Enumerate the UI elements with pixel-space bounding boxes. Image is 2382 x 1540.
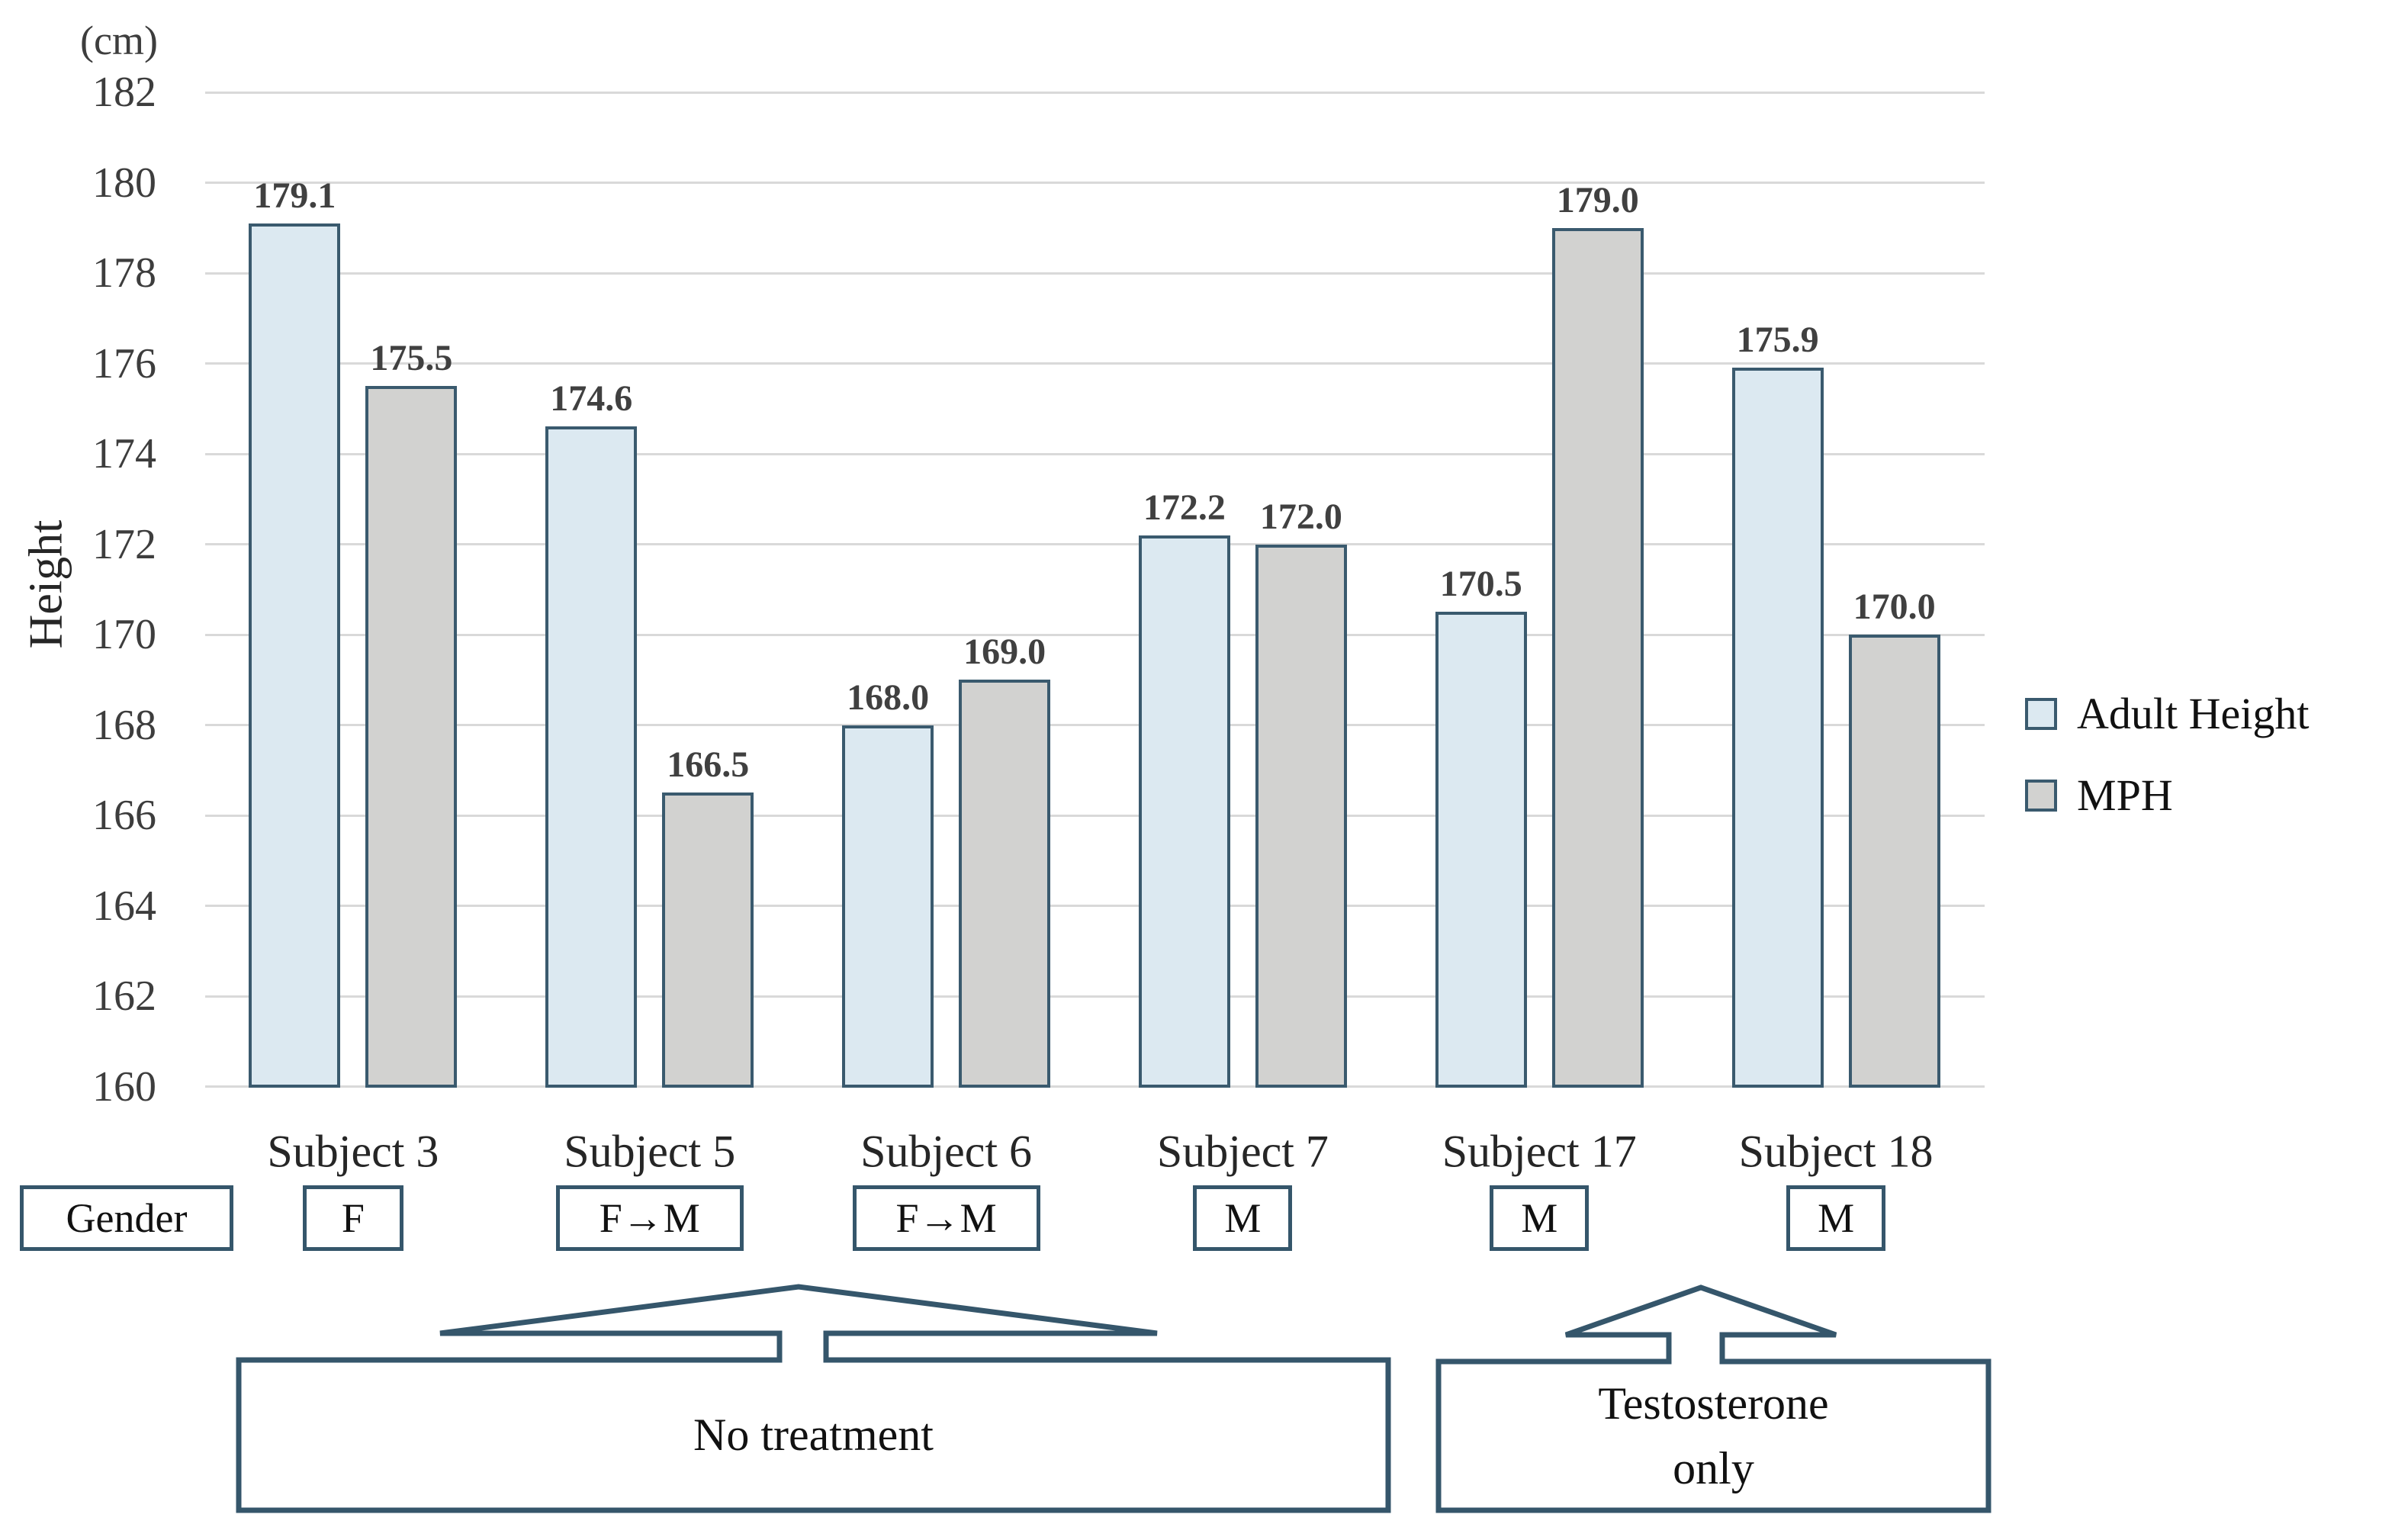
no-treatment-label: No treatment [239,1360,1388,1510]
bar-adult-height-subject-6 [842,725,934,1088]
gender-header-label: Gender [66,1195,188,1241]
gridline-180 [204,182,1985,184]
gridline-182 [204,91,1985,94]
value-label-mph-subject-5: 166.5 [667,744,750,786]
x-label-subject-7: Subject 7 [1156,1126,1329,1177]
gender-header-box: Gender [20,1185,233,1251]
value-label-mph-subject-18: 170.0 [1853,587,1936,627]
gridline-166 [204,814,1985,817]
y-tick-label-162: 162 [92,973,156,1020]
y-tick-label-178: 178 [92,249,156,297]
value-label-adult-height-subject-7: 172.2 [1143,487,1226,528]
gender-box-subject-17: M [1490,1185,1590,1251]
testosterone-label-line2: only [1673,1442,1754,1493]
value-label-adult-height-subject-17: 170.5 [1439,564,1522,605]
y-tick-label-168: 168 [92,701,156,749]
gridline-162 [204,995,1985,998]
testosterone-only-label: Testosterone only [1439,1362,1988,1510]
gridline-176 [204,362,1985,365]
y-tick-label-180: 180 [92,159,156,207]
legend-label-adult-height: Adult Height [2077,689,2310,738]
x-label-subject-18: Subject 18 [1738,1126,1934,1177]
gender-box-subject-18: M [1786,1185,1886,1251]
value-label-adult-height-subject-5: 174.6 [550,378,633,420]
y-tick-label-172: 172 [92,520,156,568]
value-label-adult-height-subject-18: 175.9 [1736,320,1819,361]
y-tick-label-164: 164 [92,882,156,930]
gridline-174 [204,452,1985,455]
testosterone-label-line1: Testosterone [1598,1378,1829,1429]
gender-box-subject-7: M [1193,1185,1293,1251]
bar-mph-subject-5 [662,793,754,1088]
y-axis-unit-label: (cm) [80,18,158,63]
gridline-168 [204,724,1985,726]
legend-item-adult-height: Adult Height [2025,688,2309,739]
y-tick-label-170: 170 [92,611,156,658]
legend: Adult Height MPH [2025,688,2309,851]
bar-adult-height-subject-7 [1138,535,1230,1088]
y-tick-label-176: 176 [92,339,156,387]
value-label-mph-subject-17: 179.0 [1556,179,1639,220]
bar-mph-subject-17 [1551,227,1644,1088]
y-tick-label-166: 166 [92,792,156,839]
bar-adult-height-subject-3 [249,223,341,1088]
bar-adult-height-subject-18 [1731,368,1824,1088]
adult-height-swatch-icon [2025,697,2057,730]
gender-box-subject-5: F→M [555,1185,744,1251]
mph-swatch-icon [2025,779,2057,812]
gridline-164 [204,905,1985,907]
gender-box-subject-3: F [302,1185,403,1251]
gender-box-subject-6: F→M [852,1185,1040,1251]
x-label-subject-3: Subject 3 [267,1126,439,1177]
bar-mph-subject-7 [1255,544,1347,1088]
bar-adult-height-subject-5 [545,426,638,1088]
y-tick-label-182: 182 [92,69,156,116]
legend-label-mph: MPH [2077,770,2173,820]
value-label-mph-subject-6: 169.0 [963,632,1046,673]
bar-mph-subject-18 [1848,635,1940,1088]
testosterone-callout-shape [1435,1284,1991,1513]
no-treatment-label-text: No treatment [693,1410,934,1460]
bar-mph-subject-3 [365,386,458,1088]
y-tick-label-160: 160 [92,1063,156,1111]
gridline-170 [204,633,1985,636]
x-label-subject-6: Subject 6 [860,1126,1033,1177]
value-label-adult-height-subject-6: 168.0 [847,677,930,718]
bar-adult-height-subject-17 [1435,612,1527,1088]
bar-mph-subject-6 [959,680,1051,1088]
x-label-subject-17: Subject 17 [1442,1126,1637,1177]
value-label-mph-subject-3: 175.5 [370,338,453,379]
y-tick-label-174: 174 [92,430,156,477]
gridline-178 [204,272,1985,275]
x-label-subject-5: Subject 5 [564,1126,736,1177]
value-label-adult-height-subject-3: 179.1 [253,175,336,216]
legend-item-mph: MPH [2025,770,2309,821]
gridline-160 [204,1085,1985,1088]
gridline-172 [204,543,1985,545]
no-treatment-callout-shape [236,1284,1391,1513]
value-label-mph-subject-7: 172.0 [1259,496,1342,537]
